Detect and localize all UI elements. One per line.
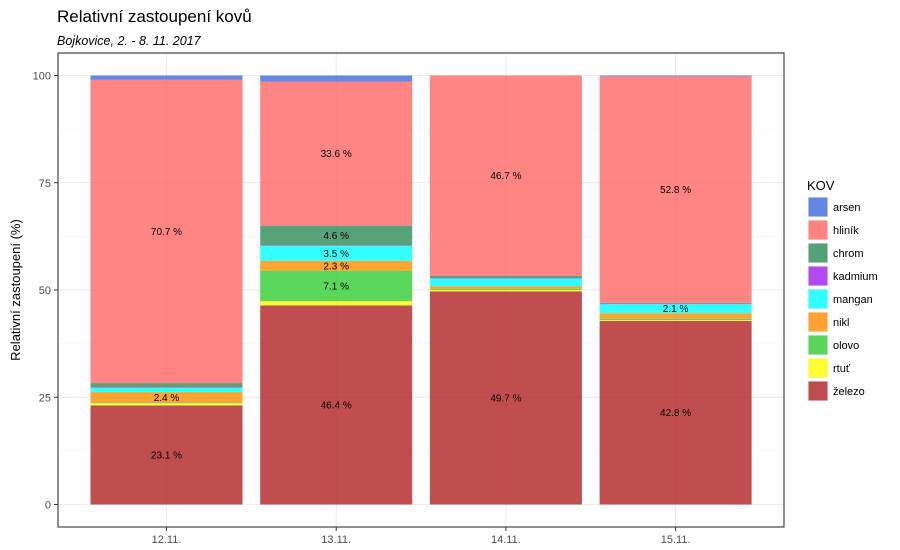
legend-swatch [808, 335, 828, 355]
y-tick-label: 0 [45, 500, 51, 512]
y-tick-label: 100 [33, 71, 51, 83]
bar-segment [260, 75, 413, 82]
bar-segment [260, 245, 413, 261]
legend-label: arsen [833, 202, 861, 214]
bar-segment [599, 76, 752, 303]
legend-label: kadmium [833, 271, 878, 283]
x-tick-label: 14.11. [491, 534, 521, 546]
bar-segment [260, 81, 413, 226]
bar-segment [90, 405, 243, 505]
data-label: 2.4 % [154, 393, 180, 404]
legend-swatch [808, 266, 828, 286]
bar-segment [599, 304, 752, 314]
bar-segment [599, 320, 752, 321]
legend-label: hliník [833, 225, 859, 237]
plot-area: 23.1 % 2.4 % 70.7 % 46.4 % 7.1 % 2.3 %3.5 % 4.… [33, 52, 785, 546]
bar-segment [90, 387, 243, 393]
bar-segment [599, 318, 752, 321]
bar-segment [260, 225, 413, 246]
legend-label: železo [833, 386, 865, 398]
bar-segment [90, 392, 243, 403]
data-label: 70.7 % [151, 227, 182, 238]
legend-swatch [808, 197, 828, 217]
legend-label: chrom [833, 248, 864, 260]
x-tick-label: 13.11. [321, 534, 351, 546]
bar-segment [429, 275, 582, 278]
bar-segment [429, 75, 582, 276]
data-label: 46.4 % [321, 400, 352, 411]
bar-segment [429, 288, 582, 290]
x-tick-label: 12.11. [152, 534, 182, 546]
data-label: 7.1 % [323, 281, 349, 292]
bar-segment [429, 290, 582, 292]
bar-segment [599, 313, 752, 319]
data-label: 33.6 % [321, 149, 352, 160]
data-label: 23.1 % [151, 450, 182, 461]
legend-label: rtuť [833, 363, 851, 375]
x-tick-label: 15.11. [661, 534, 691, 546]
bar-segment [90, 75, 243, 80]
data-label: 52.8 % [660, 185, 691, 196]
y-tick-label: 75 [39, 178, 51, 190]
bar-segment [90, 383, 243, 388]
bar-segment [260, 301, 413, 306]
legend: KOV arsen hliník chrom kadmium mangan nikl olo… [807, 178, 878, 401]
bar-segment [90, 402, 243, 404]
bar-segment [260, 270, 413, 302]
legend-title: KOV [807, 178, 835, 193]
legend-swatch [808, 220, 828, 240]
y-tick-label: 50 [39, 285, 51, 297]
data-label: 4.6 % [323, 231, 349, 242]
legend-label: olovo [833, 340, 859, 352]
legend-swatch [808, 289, 828, 309]
bar-segment [599, 75, 752, 77]
bar-segment [599, 302, 752, 304]
data-label: 49.7 % [490, 393, 521, 404]
legend-label: mangan [833, 294, 873, 306]
legend-swatch [808, 358, 828, 378]
chart-subtitle: Bojkovice, 2. - 8. 11. 2017 [57, 34, 202, 48]
data-label: 42.8 % [660, 408, 691, 419]
bar-segment [429, 291, 582, 505]
legend-swatch [808, 312, 828, 332]
legend-label: nikl [833, 317, 850, 329]
bar-segment [90, 79, 243, 384]
chart-title: Relativní zastoupení kovů [57, 7, 252, 26]
bar-segment [429, 286, 582, 289]
data-label: 3.5 % [323, 249, 349, 260]
bar-segment [429, 278, 582, 287]
data-label: 2.1 % [663, 304, 689, 315]
y-tick-label: 25 [39, 392, 51, 404]
y-axis-title: Relativní zastoupení (%) [8, 219, 23, 361]
bar-segment [260, 305, 413, 505]
bar-segment [90, 403, 243, 406]
data-label: 46.7 % [490, 171, 521, 182]
legend-swatch [808, 243, 828, 263]
legend-swatch [808, 381, 828, 401]
bar-segment [260, 260, 413, 271]
data-label: 2.3 % [323, 261, 349, 272]
bar-segment [599, 320, 752, 505]
